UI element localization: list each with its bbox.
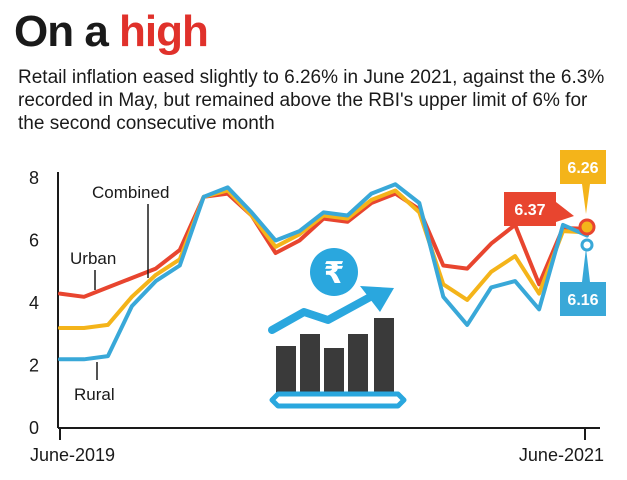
- annotation-rural: Rural: [74, 385, 115, 404]
- series-line-rural: [58, 182, 589, 362]
- annotation-urban: Urban: [70, 249, 116, 268]
- series-line-combined: [58, 188, 589, 330]
- badge-combined-value: 6.26: [567, 160, 598, 177]
- headline: On a high: [14, 6, 209, 58]
- badge-urban-value: 6.37: [514, 202, 545, 219]
- badge-urban: 6.37: [504, 192, 574, 226]
- y-tick-labels: 0 2 4 6 8: [29, 168, 39, 438]
- y-tick-label-2: 2: [29, 356, 39, 376]
- badge-combined: 6.26: [560, 150, 606, 214]
- y-tick-label-6: 6: [29, 231, 39, 251]
- end-marker-rural: [580, 238, 594, 252]
- headline-part2: high: [119, 7, 209, 56]
- subtitle: Retail inflation eased slightly to 6.26%…: [18, 67, 605, 134]
- badge-rural-value: 6.16: [567, 292, 598, 309]
- annotation-combined: Combined: [92, 183, 170, 202]
- y-tick-label-4: 4: [29, 293, 39, 313]
- svg-text:₹: ₹: [324, 257, 345, 290]
- headline-part1: On a: [14, 7, 120, 56]
- y-tick-label-8: 8: [29, 168, 39, 188]
- end-marker-combined: [578, 218, 596, 236]
- x-tick-label-start: June-2019: [30, 445, 115, 465]
- rupee-growth-icon: ₹: [268, 248, 407, 409]
- y-tick-label-0: 0: [29, 418, 39, 438]
- badge-rural: 6.16: [560, 248, 606, 316]
- x-tick-label-end: June-2021: [519, 445, 604, 465]
